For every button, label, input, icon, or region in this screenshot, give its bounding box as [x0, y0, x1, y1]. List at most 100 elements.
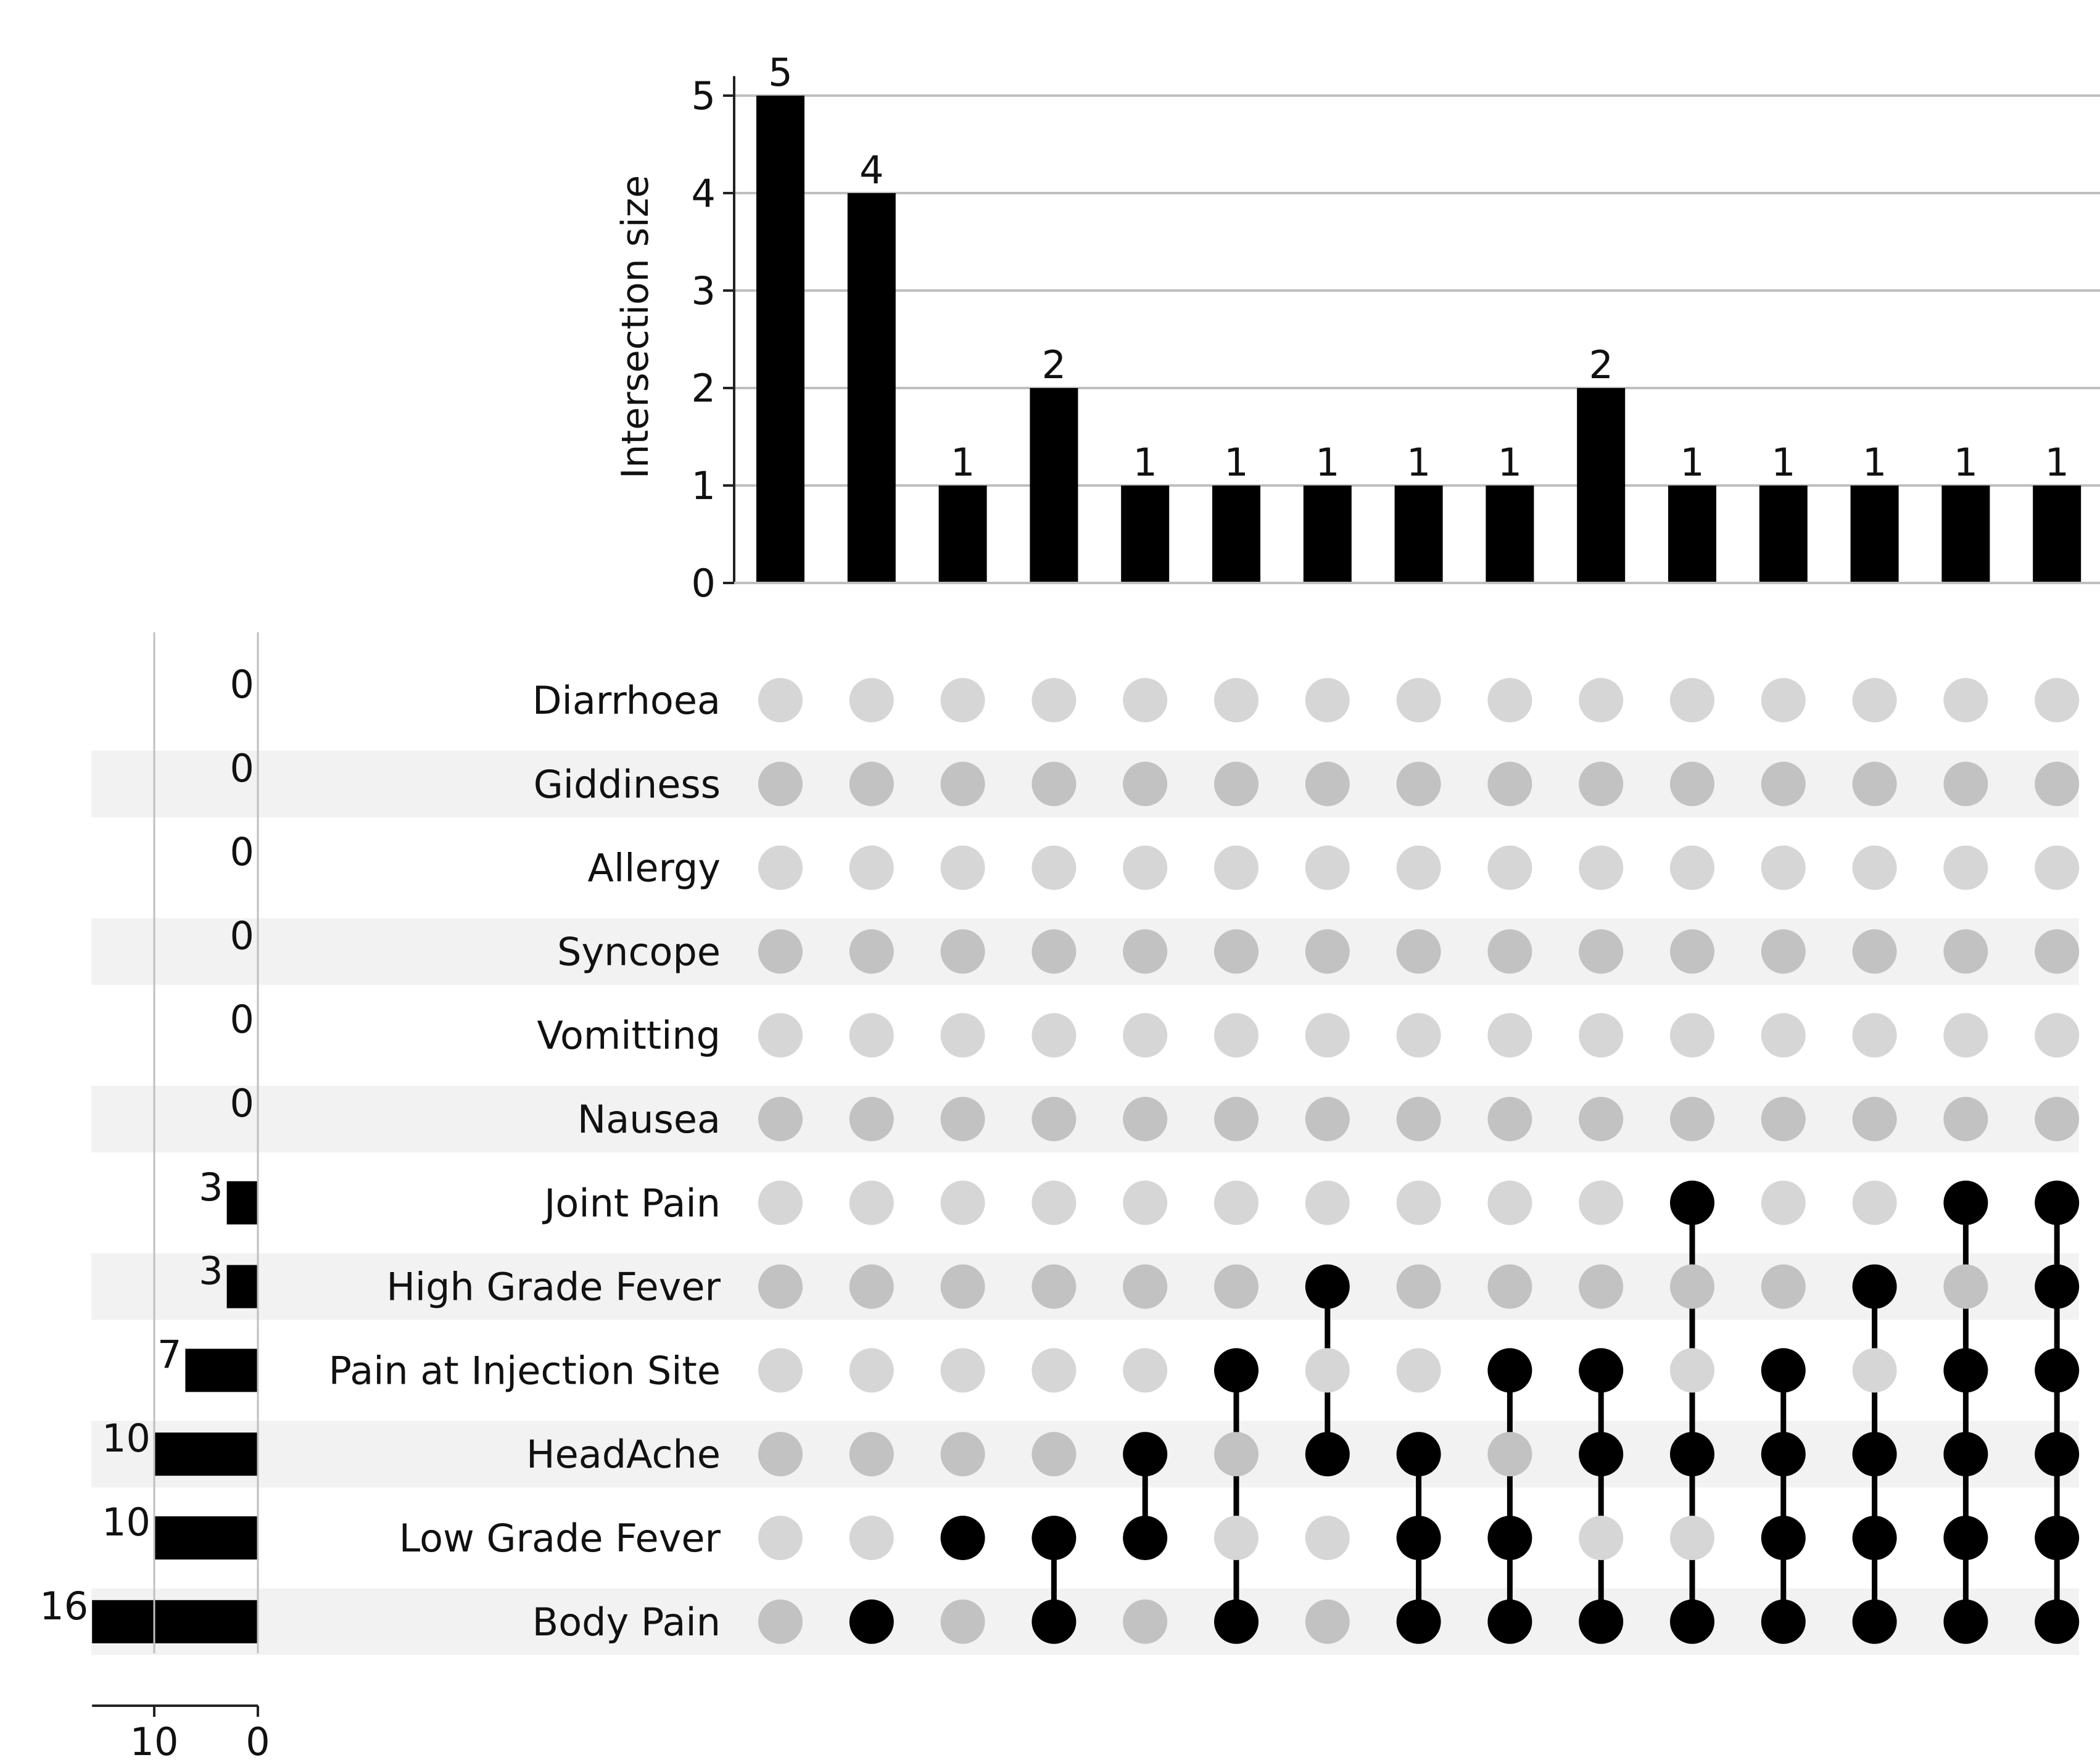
- set-size-bar: [226, 1265, 258, 1308]
- matrix-dot: [1214, 1516, 1259, 1560]
- matrix-dot: [758, 929, 803, 974]
- matrix-dot: [1305, 845, 1350, 890]
- matrix-dot: [758, 1516, 803, 1560]
- matrix-dot: [758, 1180, 803, 1225]
- matrix-dot-active: [1579, 1599, 1624, 1644]
- set-size-label: 3: [199, 1165, 223, 1210]
- matrix-dot: [1852, 678, 1897, 722]
- matrix-dot-active: [1943, 1348, 1988, 1393]
- set-label: Syncope: [557, 929, 721, 974]
- matrix-dot: [1487, 1432, 1532, 1477]
- intersection-bars: [756, 96, 2081, 583]
- matrix-dot: [1305, 678, 1350, 722]
- matrix-dot: [1487, 1264, 1532, 1309]
- intersection-bar: [1030, 388, 1078, 583]
- matrix-dot-active: [1396, 1516, 1441, 1560]
- matrix-dot-active: [2035, 1516, 2080, 1560]
- matrix-dot: [1761, 1180, 1806, 1225]
- intersection-bar: [1486, 485, 1534, 583]
- matrix-dot-active: [2035, 1432, 2080, 1477]
- matrix-dot: [1579, 1180, 1624, 1225]
- matrix-dot: [940, 678, 985, 722]
- matrix-dot-active: [1761, 1599, 1806, 1644]
- set-labels: Diarrhoea Giddiness Allergy Syncope Vomittin…: [329, 678, 721, 1645]
- matrix-dot-active: [1579, 1348, 1624, 1393]
- matrix-dot: [2035, 845, 2080, 890]
- matrix-dot: [849, 929, 894, 974]
- matrix-dot-active: [1852, 1432, 1897, 1477]
- set-label: Allergy: [588, 846, 721, 891]
- set-size-bar: [185, 1349, 258, 1392]
- matrix-dot: [2035, 1097, 2080, 1141]
- matrix-dot: [1852, 1348, 1897, 1393]
- matrix-dot: [1305, 929, 1350, 974]
- matrix-dot: [849, 678, 894, 722]
- y-axis-label: Intersection size: [614, 175, 657, 479]
- intersection-bar: [1394, 485, 1443, 583]
- set-label: Giddiness: [534, 762, 721, 807]
- matrix-dot: [1487, 678, 1532, 722]
- matrix-dot: [1214, 845, 1259, 890]
- intersection-bar-label: 1: [1133, 440, 1157, 485]
- matrix-dot: [758, 845, 803, 890]
- intersection-bar: [2033, 485, 2081, 583]
- intersection-bar-label: 2: [1042, 342, 1066, 387]
- matrix-dot: [849, 1348, 894, 1393]
- matrix-dot: [940, 845, 985, 890]
- matrix-dot: [1943, 678, 1988, 722]
- matrix-dot: [1761, 1097, 1806, 1141]
- matrix-dot: [1214, 1013, 1259, 1058]
- row-stripe: [91, 918, 2079, 985]
- intersection-bar: [847, 193, 896, 583]
- matrix-dot: [1031, 678, 1077, 722]
- matrix-dot: [1670, 1264, 1714, 1309]
- intersection-bar-label: 1: [1680, 440, 1704, 485]
- y-tick-label: 3: [692, 268, 716, 313]
- matrix-dot: [1670, 929, 1714, 974]
- intersection-bar: [1121, 485, 1170, 583]
- matrix-dot: [1396, 1348, 1441, 1393]
- matrix-dot: [1943, 1264, 1988, 1309]
- matrix-dot: [2035, 761, 2080, 806]
- matrix-dot: [1396, 1013, 1441, 1058]
- matrix-dot-active: [1943, 1432, 1988, 1477]
- intersection-bar: [1668, 485, 1716, 583]
- matrix-dot: [849, 1432, 894, 1477]
- matrix-dot: [1487, 1013, 1532, 1058]
- matrix-dot: [758, 1599, 803, 1644]
- matrix-dot-active: [1761, 1348, 1806, 1393]
- matrix-dot: [1031, 1432, 1077, 1477]
- intersection-bar: [1577, 388, 1626, 583]
- matrix-dot: [2035, 678, 2080, 722]
- matrix-dot: [1852, 929, 1897, 974]
- set-size-bar: [154, 1432, 258, 1476]
- intersection-bar-label: 2: [1589, 342, 1613, 387]
- matrix-dot: [1487, 929, 1532, 974]
- matrix-dot: [758, 678, 803, 722]
- matrix-dot: [849, 1516, 894, 1560]
- matrix-dot: [1214, 1180, 1259, 1225]
- y-tick-label: 5: [692, 73, 716, 118]
- matrix-dot: [1396, 761, 1441, 806]
- matrix-dot: [1123, 1013, 1168, 1058]
- matrix-dot: [1396, 845, 1441, 890]
- set-label: Pain at Injection Site: [329, 1348, 721, 1393]
- matrix-dot: [940, 761, 985, 806]
- intersection-bar-label: 1: [1407, 440, 1431, 485]
- intersection-bar: [938, 485, 987, 583]
- matrix-dot-active: [1396, 1432, 1441, 1477]
- set-size-tick-label: 0: [246, 1719, 270, 1760]
- matrix-dot: [849, 1013, 894, 1058]
- set-size-bar: [154, 1516, 258, 1560]
- intersection-bar-label: 1: [1224, 440, 1248, 485]
- matrix-dot-active: [1670, 1599, 1714, 1644]
- matrix-dot: [1305, 1599, 1350, 1644]
- matrix-dot: [1214, 1264, 1259, 1309]
- set-size-label: 7: [157, 1332, 181, 1377]
- matrix-dot: [1396, 1097, 1441, 1141]
- intersection-bar-label: 1: [2044, 440, 2069, 485]
- matrix-dot: [1214, 1097, 1259, 1141]
- matrix-dot: [1943, 845, 1988, 890]
- matrix-dot: [849, 1264, 894, 1309]
- matrix-dot: [1761, 761, 1806, 806]
